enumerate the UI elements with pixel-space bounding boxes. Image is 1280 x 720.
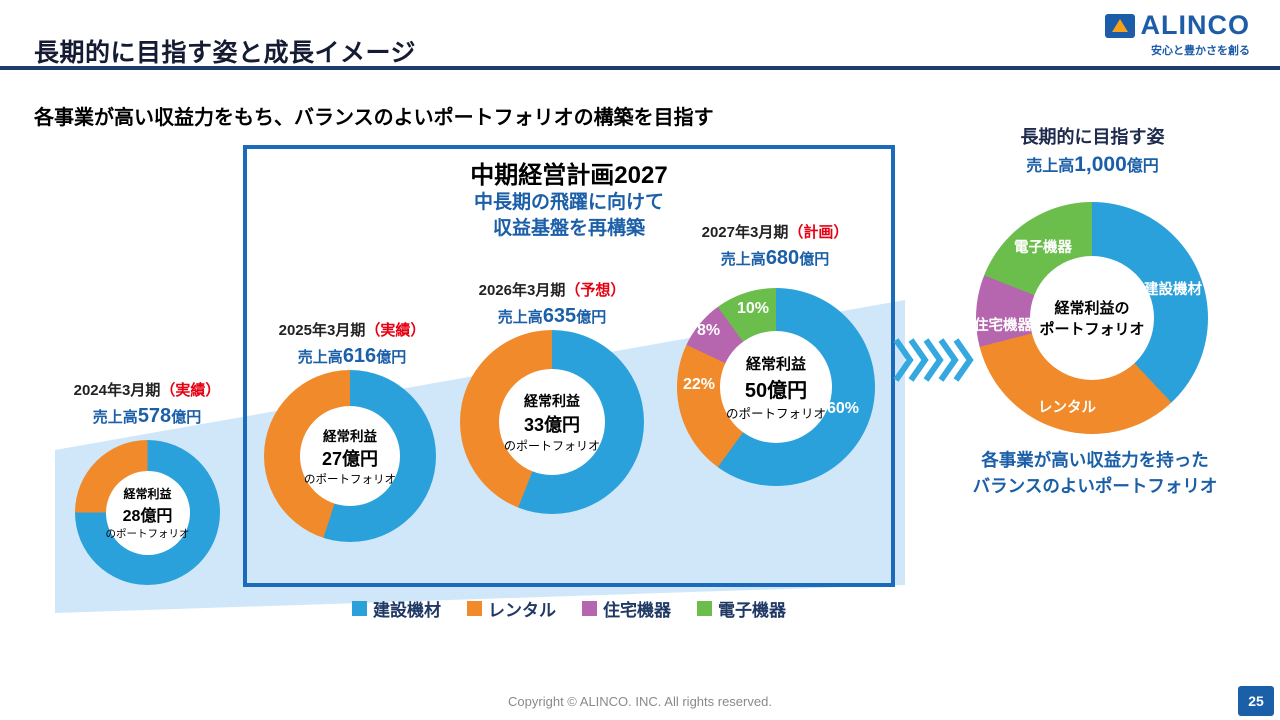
fy2025-sales: 売上高616億円 — [297, 344, 407, 367]
fy2025-year: 2025年3月期 — [278, 322, 366, 339]
fy2026-label: 2026年3月期（予想） 売上高635億円 — [442, 280, 662, 331]
donut-chart-fy2025: 経常利益 27億円 のポートフォリオ — [264, 370, 436, 542]
longterm-sales: 売上高1,000億円 — [1026, 153, 1159, 177]
legend-item-housing: 住宅機器 — [582, 596, 671, 621]
donut-center-fy2025: 経常利益 27億円 のポートフォリオ — [300, 406, 400, 506]
alinco-logo-icon — [1104, 13, 1135, 38]
donut-center-fy2026: 経常利益 33億円 のポートフォリオ — [499, 369, 605, 475]
donut-center-longterm: 経常利益の ポートフォリオ — [1030, 256, 1154, 380]
fy2026-sales: 売上高635億円 — [497, 304, 607, 327]
fy2027-label: 2027年3月期（計画） 売上高680億円 — [665, 222, 885, 273]
midterm-plan-title: 中期経営計画2027 — [470, 162, 668, 189]
fy2025-label: 2025年3月期（実績） 売上高616億円 — [242, 320, 462, 371]
legend-swatch-housing — [582, 601, 597, 616]
fy2027-pct-housing: 8% — [697, 322, 721, 339]
fy2027-pct-electronics: 10% — [737, 300, 770, 317]
longterm-title: 長期的に目指す姿 — [1020, 127, 1165, 147]
alinco-logo-tagline: 安心と豊かさを創る — [1151, 45, 1250, 57]
alinco-logo-text: ALINCO — [1140, 10, 1250, 40]
fy2027-pct-rental: 22% — [683, 376, 716, 393]
midterm-plan-subtitle-line2: 収益基盤を再構築 — [492, 217, 645, 239]
donut-center-fy2024: 経常利益 28億円 のポートフォリオ — [105, 470, 190, 555]
longterm-seg-housing: 住宅機器 — [974, 318, 1032, 334]
copyright-text: Copyright © ALINCO. INC. All rights rese… — [508, 694, 772, 709]
midterm-plan-subtitle: 中長期の飛躍に向けて 収益基盤を再構築 — [243, 190, 895, 241]
legend-item-electronics: 電子機器 — [697, 596, 786, 621]
longterm-seg-construction: 建設機材 — [1144, 282, 1202, 298]
longterm-caption-line1: 各事業が高い収益力を持った — [981, 450, 1209, 470]
midterm-plan-subtitle-line1: 中長期の飛躍に向けて — [473, 192, 664, 213]
fy2024-label: 2024年3月期（実績） 売上高578億円 — [37, 380, 257, 431]
growth-chevrons-icon — [893, 336, 975, 389]
fy2027-year: 2027年3月期 — [701, 224, 789, 241]
longterm-header: 長期的に目指す姿 売上高1,000億円 — [975, 124, 1210, 181]
fy2026-year: 2026年3月期 — [478, 282, 566, 299]
fy2027-sales: 売上高680億円 — [720, 246, 830, 269]
longterm-caption: 各事業が高い収益力を持った バランスのよいポートフォリオ — [945, 447, 1245, 500]
alinco-logo: ALINCO 安心と豊かさを創る — [1104, 10, 1250, 58]
donut-chart-fy2026: 経常利益 33億円 のポートフォリオ — [460, 330, 644, 514]
chart-legend: 建設機材 レンタル 住宅機器 電子機器 — [243, 596, 895, 621]
slide-subtitle: 各事業が高い収益力をもち、バランスのよいポートフォリオの構築を目指す — [34, 106, 714, 129]
legend-swatch-rental — [467, 601, 482, 616]
donut-chart-longterm: 建設機材 レンタル 住宅機器 電子機器 経常利益の ポートフォリオ — [974, 202, 1208, 434]
donut-chart-fy2024: 経常利益 28億円 のポートフォリオ — [75, 440, 220, 585]
legend-item-rental: レンタル — [467, 596, 556, 621]
legend-swatch-electronics — [697, 601, 712, 616]
legend-item-construction: 建設機材 — [352, 596, 441, 621]
fy2024-year: 2024年3月期 — [73, 382, 161, 399]
header-divider — [0, 66, 1280, 70]
fy2027-pct-construction: 60% — [827, 400, 860, 417]
fy2027-status: （計画） — [788, 224, 849, 241]
donut-center-fy2027: 経常利益 50億円 のポートフォリオ — [720, 331, 832, 443]
longterm-seg-rental: レンタル — [1038, 400, 1096, 416]
legend-swatch-construction — [352, 601, 367, 616]
longterm-caption-line2: バランスのよいポートフォリオ — [972, 476, 1218, 497]
fy2026-status: （予想） — [565, 282, 626, 299]
fy2025-status: （実績） — [365, 322, 426, 339]
fy2024-status: （実績） — [160, 382, 221, 399]
page-number-badge: 25 — [1238, 686, 1274, 716]
donut-chart-fy2027: 60% 22% 8% 10% 経常利益 50億円 のポートフォリオ — [677, 288, 875, 486]
longterm-seg-electronics: 電子機器 — [1014, 240, 1072, 256]
page-title: 長期的に目指す姿と成長イメージ — [34, 38, 417, 67]
midterm-plan-box — [243, 145, 895, 587]
fy2024-sales: 売上高578億円 — [92, 404, 202, 427]
